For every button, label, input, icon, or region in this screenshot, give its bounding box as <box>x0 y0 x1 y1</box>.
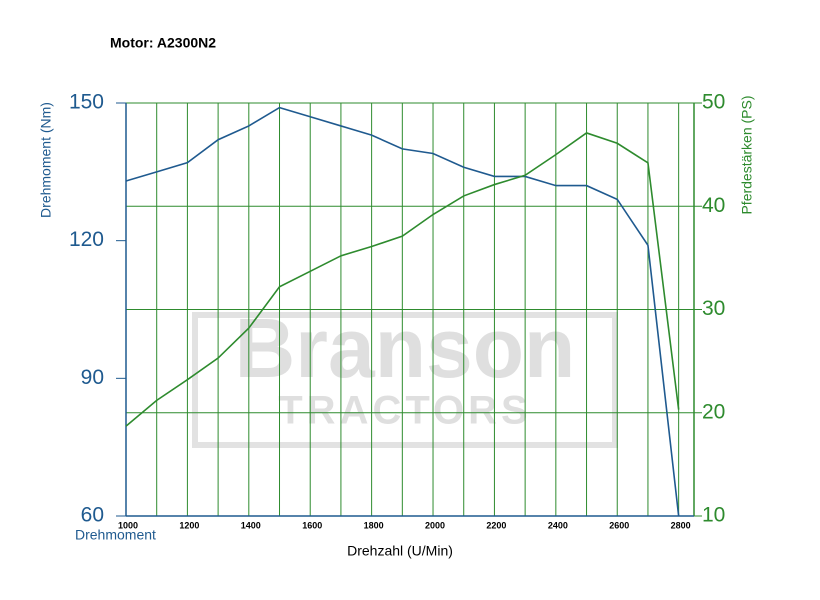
y-axis-title: Drehmoment (Nm) <box>38 102 54 218</box>
y2-tick-label: 50 <box>702 91 725 114</box>
x-tick-label: 2200 <box>486 520 506 530</box>
y-tick-label: 120 <box>69 228 104 251</box>
y-tick-label: 150 <box>69 91 104 114</box>
watermark: Branson TRACTORS <box>192 301 618 448</box>
x-tick-label: 2600 <box>609 520 629 530</box>
x-tick-label: 1600 <box>302 520 322 530</box>
y-tick-label: 60 <box>81 504 104 527</box>
y-tick-label: 90 <box>81 366 104 389</box>
watermark-text: TRACTORS <box>278 389 531 433</box>
data-line <box>125 106 680 517</box>
x-tick-label: 1800 <box>364 520 384 530</box>
watermark-frame <box>192 312 618 448</box>
x-tick-label: 2400 <box>548 520 568 530</box>
x-tick-label: 1400 <box>241 520 261 530</box>
x-tick-label: 2000 <box>425 520 445 530</box>
x-axis-title: Drehzahl (U/Min) <box>347 543 453 559</box>
y2-tick-label: 30 <box>702 297 725 320</box>
chart-title: Motor: A2300N2 <box>110 35 216 51</box>
y2-tick-label: 40 <box>702 194 725 217</box>
x-tick-label: 2800 <box>671 520 691 530</box>
y2-tick-label: 10 <box>702 504 725 527</box>
x-tick-label: 1000 <box>118 520 138 530</box>
y2-axis-title: Pferdestärken (PS) <box>739 95 755 214</box>
data-line <box>125 132 680 427</box>
watermark-text: Branson <box>235 301 576 395</box>
x-tick-label: 1200 <box>179 520 199 530</box>
y2-tick-label: 20 <box>702 400 725 423</box>
y-axis-bottom-label: Drehmoment <box>75 527 156 543</box>
